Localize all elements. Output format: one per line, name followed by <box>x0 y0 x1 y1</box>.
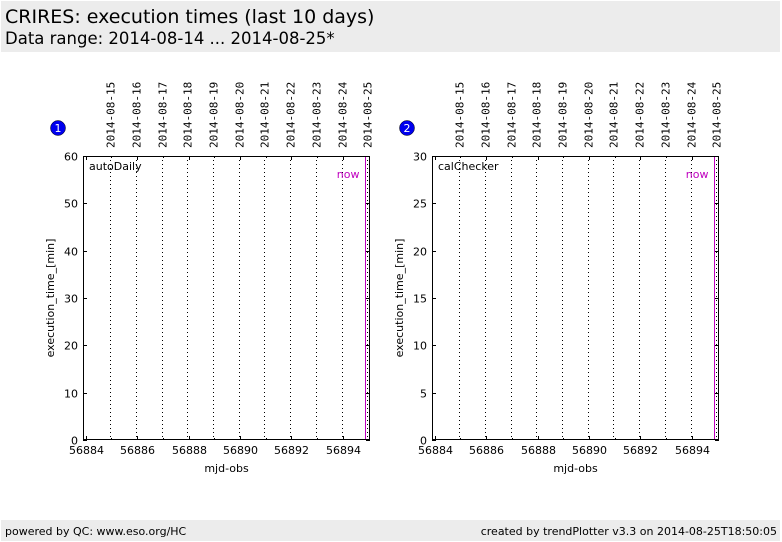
y-tick-label: 10 <box>413 340 427 353</box>
date-label: 2014-08-17 <box>506 82 519 148</box>
x-tick-label: 56894 <box>675 444 710 457</box>
x-axis-label: mjd-obs <box>553 462 598 475</box>
x-tick-label: 56890 <box>572 444 607 457</box>
y-tick-label: 25 <box>413 198 427 211</box>
now-label: now <box>337 168 360 181</box>
date-label: 2014-08-25 <box>362 82 375 148</box>
date-label: 2014-08-25 <box>711 82 724 148</box>
date-label: 2014-08-20 <box>583 82 596 148</box>
chart-panel-1: 2014-08-15 2014-08-16 2014-08-17 2014-08-18… <box>44 81 375 475</box>
panel-label: calChecker <box>438 160 499 173</box>
date-label: 2014-08-16 <box>131 82 144 148</box>
x-tick-label: 56886 <box>469 444 504 457</box>
date-label: 2014-08-18 <box>531 82 544 148</box>
date-label: 2014-08-21 <box>608 82 621 148</box>
y-axis-label: execution_time_[min] <box>44 239 57 358</box>
y-tick-label: 20 <box>64 340 78 353</box>
data-range-subtitle: Data range: 2014-08-14 ... 2014-08-25* <box>5 29 335 48</box>
plot-frame <box>432 156 719 440</box>
date-label: 2014-08-21 <box>259 82 272 148</box>
page-title: CRIRES: execution times (last 10 days) <box>5 6 375 28</box>
report-header: CRIRES: execution times (last 10 days) D… <box>1 1 780 52</box>
date-label: 2014-08-16 <box>480 82 493 148</box>
y-tick-label: 15 <box>413 293 427 306</box>
date-label: 2014-08-24 <box>686 81 699 148</box>
panel-number-badge <box>50 120 66 136</box>
date-label: 2014-08-20 <box>234 82 247 148</box>
date-label: 2014-08-15 <box>105 82 118 148</box>
chart-panel-2: 2014-08-15 2014-08-16 2014-08-17 2014-08-18… <box>393 81 724 475</box>
date-label: 2014-08-19 <box>208 82 221 148</box>
plot-frame <box>83 156 370 440</box>
y-tick-label: 60 <box>64 151 78 164</box>
y-tick-label: 10 <box>64 388 78 401</box>
y-tick-label: 30 <box>413 151 427 164</box>
date-label: 2014-08-22 <box>634 82 647 148</box>
y-tick-label: 20 <box>413 246 427 259</box>
y-axis-label: execution_time_[min] <box>393 239 406 358</box>
panel-number-label: 1 <box>55 122 62 135</box>
x-tick-label: 56888 <box>172 444 207 457</box>
x-tick-label: 56888 <box>521 444 556 457</box>
report-footer: powered by QC: www.eso.org/HC created by… <box>1 520 780 541</box>
x-tick-label: 56892 <box>274 444 309 457</box>
x-tick-label: 56890 <box>223 444 258 457</box>
panel-number-label: 2 <box>404 122 411 135</box>
date-label: 2014-08-23 <box>311 82 324 148</box>
y-tick-label: 0 <box>71 435 78 448</box>
now-label: now <box>686 168 709 181</box>
footer-powered-by: powered by QC: www.eso.org/HC <box>5 525 187 538</box>
x-tick-label: 56894 <box>326 444 361 457</box>
x-tick-label: 56884 <box>418 444 453 457</box>
x-tick-label: 56884 <box>69 444 104 457</box>
x-tick-label: 56892 <box>623 444 658 457</box>
panel-label: autoDaily <box>89 160 142 173</box>
date-label: 2014-08-22 <box>285 82 298 148</box>
date-label: 2014-08-15 <box>454 82 467 148</box>
y-tick-label: 30 <box>64 293 78 306</box>
date-label: 2014-08-17 <box>157 82 170 148</box>
y-tick-label: 50 <box>64 198 78 211</box>
y-tick-label: 5 <box>420 388 427 401</box>
y-tick-label: 40 <box>64 246 78 259</box>
y-tick-label: 0 <box>420 435 427 448</box>
date-label: 2014-08-19 <box>557 82 570 148</box>
date-label: 2014-08-23 <box>660 82 673 148</box>
x-tick-label: 56886 <box>120 444 155 457</box>
date-label: 2014-08-24 <box>337 81 350 148</box>
footer-created-by: created by trendPlotter v3.3 on 2014-08-… <box>480 525 777 538</box>
x-axis-label: mjd-obs <box>204 462 249 475</box>
panel-number-badge <box>399 120 415 136</box>
date-label: 2014-08-18 <box>182 82 195 148</box>
